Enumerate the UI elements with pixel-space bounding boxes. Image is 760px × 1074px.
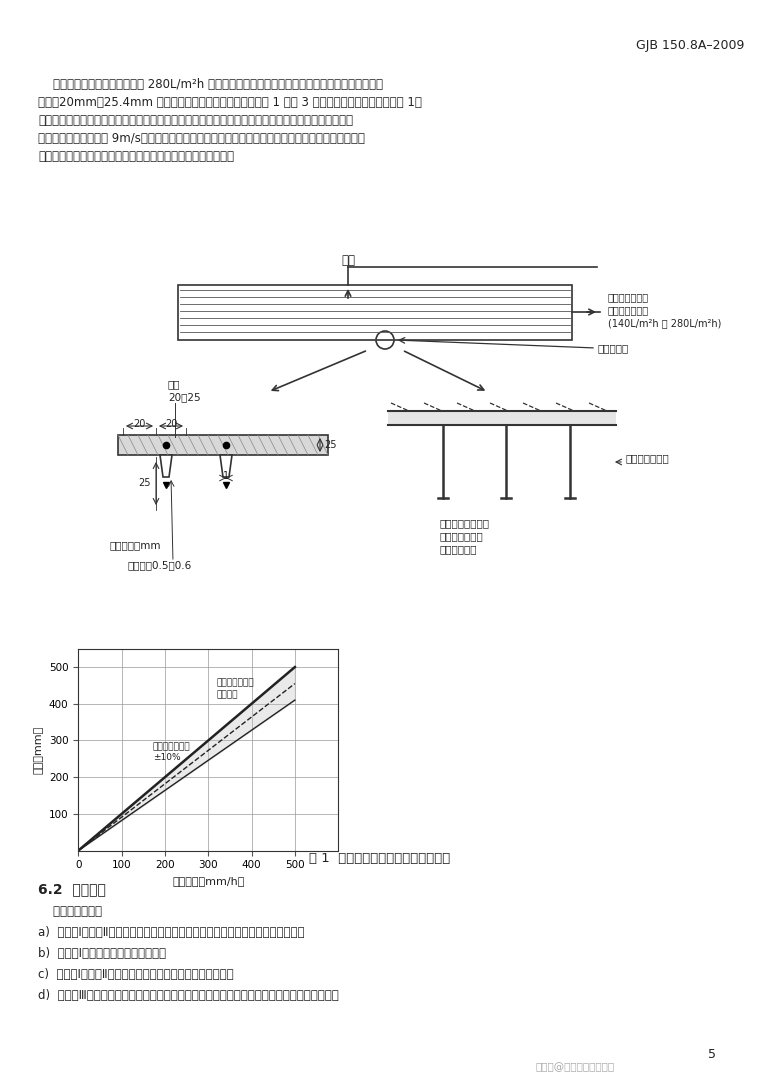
Text: 中可加入荧光素一类的水溶性燃料，以帮助定位和分析水渗漏。: 中可加入荧光素一类的水溶性燃料，以帮助定位和分析水渗漏。 xyxy=(38,150,234,163)
Text: 20: 20 xyxy=(165,419,177,429)
Text: 滴雨均匀速率：
±10%: 滴雨均匀速率： ±10% xyxy=(153,742,191,763)
Text: 试验控制包括：: 试验控制包括： xyxy=(38,905,102,918)
Y-axis label: 高度（mm）: 高度（mm） xyxy=(33,726,43,773)
Text: 孔径
20～25: 孔径 20～25 xyxy=(168,379,201,402)
Text: 上有以20mm～25.4mm 间隔点阵分布的滴水孔。分配器按图 1 和图 3 所示进行结构设计，推荐用图 1，: 上有以20mm～25.4mm 间隔点阵分布的滴水孔。分配器按图 1 和图 3 所… xyxy=(38,96,422,108)
Text: 聂腐处不锈钓管: 聂腐处不锈钓管 xyxy=(626,453,670,463)
Bar xyxy=(388,411,616,425)
Bar xyxy=(118,435,328,455)
Text: 套在管尾的聚乙烯
或类似材料，以
增加水滴尺寸: 套在管尾的聚乙烯 或类似材料，以 增加水滴尺寸 xyxy=(440,518,490,554)
Text: 供水: 供水 xyxy=(341,253,355,267)
Text: 主要是由于它的构造和维护简单，成本较低且试验重现性好。聚乙烯套管可任选，采用的滴水高度应确: 主要是由于它的构造和维护简单，成本较低且试验重现性好。聚乙烯套管可任选，采用的滴… xyxy=(38,114,353,127)
Text: 5: 5 xyxy=(708,1048,716,1061)
Text: 6.2  试验控制: 6.2 试验控制 xyxy=(38,882,106,896)
Bar xyxy=(178,285,572,340)
Text: 搜狐号@东菞科翔试验设备: 搜狐号@东菞科翔试验设备 xyxy=(535,1062,614,1072)
Text: d)  对程序Ⅲ，每次试验前后检查滴水量，以保证试验中的允差符合要求，保证水从分配器中流: d) 对程序Ⅲ，每次试验前后检查滴水量，以保证试验中的允差符合要求，保证水从分配… xyxy=(38,989,339,1002)
Text: 控制吹雨并校准
以保证滴雨速率
(140L/m²h 或 280L/m²h): 控制吹雨并校准 以保证滴雨速率 (140L/m²h 或 280L/m²h) xyxy=(608,292,721,329)
Text: 1: 1 xyxy=(223,471,229,481)
Text: 管内径约0.5～0.6: 管内径约0.5～0.6 xyxy=(128,560,192,570)
Text: 20: 20 xyxy=(133,419,146,429)
Text: 25: 25 xyxy=(138,478,151,488)
Text: 所述装置的可变
滴雨速率: 所述装置的可变 滴雨速率 xyxy=(216,679,254,699)
Polygon shape xyxy=(220,455,232,477)
X-axis label: 滴雨速率（mm/h）: 滴雨速率（mm/h） xyxy=(172,876,245,886)
Text: 使用的试验装置应能提供大于 280L/m²h 的滴水量，水从分配器中滴出，但不能聚成水流。分配器: 使用的试验装置应能提供大于 280L/m²h 的滴水量，水从分配器中滴出，但不能… xyxy=(38,78,383,91)
Text: 保水滴的最终速度约为 9m/s。同时采用的水分配器应有足够大的面，以覆盖试件的整个上表面。雨水: 保水滴的最终速度约为 9m/s。同时采用的水分配器应有足够大的面，以覆盖试件的整… xyxy=(38,132,365,145)
Text: GJB 150.8A–2009: GJB 150.8A–2009 xyxy=(636,39,744,52)
Text: b)  对程序Ⅰ，每次试验前要检查风速；: b) 对程序Ⅰ，每次试验前要检查风速； xyxy=(38,947,166,960)
Text: a)  对程序Ⅰ和程序Ⅱ，每次试验前均应检查降雨强度及喀嘴喇雾散布面和喇水压力；: a) 对程序Ⅰ和程序Ⅱ，每次试验前均应检查降雨强度及喀嘴喇雾散布面和喇水压力； xyxy=(38,926,305,939)
Text: 尺寸单位：mm: 尺寸单位：mm xyxy=(110,540,161,550)
Text: c)  对程序Ⅰ和程序Ⅱ，每次试验前检查喀嘴喇渋方式和压力；: c) 对程序Ⅰ和程序Ⅱ，每次试验前检查喀嘴喇渋方式和压力； xyxy=(38,968,233,981)
Polygon shape xyxy=(160,455,172,477)
Text: 25: 25 xyxy=(324,440,337,450)
Text: 图 1  稳态淡雨或滴水试验的简易装置: 图 1 稳态淡雨或滴水试验的简易装置 xyxy=(309,852,451,865)
Text: 水滴分配器: 水滴分配器 xyxy=(598,343,629,353)
